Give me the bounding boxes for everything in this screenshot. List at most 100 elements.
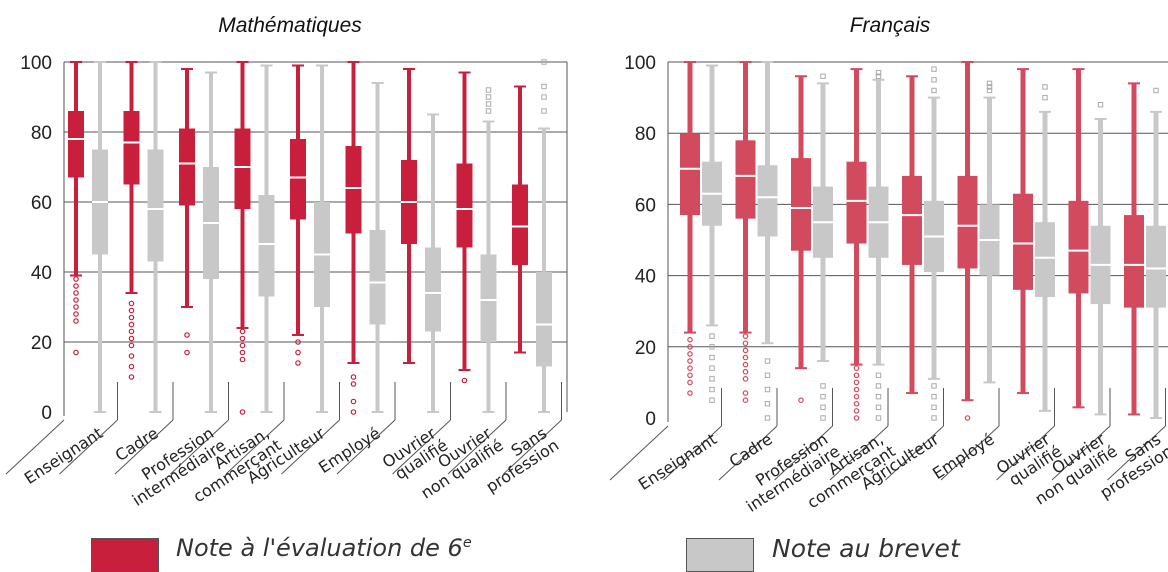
francais-brevet-1-outlier [764,386,771,393]
francais-brevet-6-outlier [1042,94,1048,101]
math-eval6e-5-box [345,146,362,234]
francais-brevet-2-outlier [820,404,826,411]
chart-title-mathematiques: Mathématiques [218,14,362,37]
legend-swatch-brevet [686,538,754,572]
francais-category-label: Enseignant [635,429,720,494]
francais-eval6e-1-outlier [742,397,749,404]
francais-brevet-0-outlier [709,376,715,382]
math-brevet-8-outlier [541,108,547,114]
math-eval6e-4-outlier [295,349,301,356]
francais-brevet-4-outlier [931,415,937,421]
francais-category-separator [1107,425,1166,481]
francais-brevet-4-outlier [931,87,937,94]
math-category-separator [281,419,340,475]
francais-brevet-2-outlier [820,393,826,400]
math-eval6e-3-outlier [239,349,246,356]
francais-brevet-0-outlier [709,386,715,393]
math-eval6e-1-outlier [128,363,135,370]
math-eval6e-1-outlier [128,328,135,335]
francais-brevet-6-box [1035,222,1055,297]
math-brevet-7-outlier [485,87,492,93]
math-eval6e-0-box [68,111,84,178]
math-brevet-8-box [536,272,552,367]
math-eval6e-0-outlier [73,290,79,296]
math-eval6e-2-outlier [184,349,190,356]
legend-label-evaluation-sup: e [462,535,472,551]
francais-eval6e-5-box [957,175,978,269]
francais-eval6e-2-box [791,158,811,251]
francais-eval6e-3-outlier [853,365,860,371]
chart-title-francais: Français [849,14,931,37]
math-eval6e-1-outlier [128,314,135,321]
math-category-separator [114,419,174,475]
francais-brevet-3-outlier [875,393,882,400]
math-eval6e-3-outlier [239,335,246,342]
math-eval6e-0-outlier [73,304,79,310]
math-eval6e-4-outlier [295,339,301,345]
math-brevet-6-box [425,247,441,332]
francais-eval6e-6-box [1013,193,1033,290]
math-category-separator [336,419,396,475]
francais-eval6e-2-outlier [798,397,804,404]
francais-category-separator [1051,425,1111,481]
math-brevet-7-outlier [485,94,492,100]
legend-swatch-evaluation-6e [91,538,159,572]
math-brevet-7-box [480,254,497,342]
math-eval6e-0-outlier [73,276,79,282]
math-y-tick-label: 0 [41,403,52,424]
math-eval6e-1-outlier [128,321,135,328]
francais-eval6e-1-outlier [742,340,749,347]
francais-category-label: Employé [929,429,998,483]
math-eval6e-3-outlier [239,356,246,363]
math-eval6e-0-outlier [73,283,79,289]
math-brevet-7-outlier [485,101,492,107]
math-eval6e-5-outlier [350,374,357,380]
math-y-tick-label: 60 [31,193,52,214]
math-eval6e-1-outlier [128,307,135,314]
legend-label-evaluation-text: Note à l'évaluation de 6 [176,534,463,562]
francais-eval6e-3-outlier [853,372,860,379]
francais-eval6e-3-outlier [853,393,860,400]
francais-eval6e-1-outlier [742,376,749,382]
math-brevet-7-outlier [485,108,492,114]
math-eval6e-3-outlier [239,328,246,335]
francais-y-tick-label: 40 [635,267,656,288]
francais-eval6e-0-outlier [687,343,693,350]
math-eval6e-1-outlier [128,374,135,380]
math-brevet-3-box [258,195,275,297]
math-eval6e-5-outlier [350,398,357,405]
francais-brevet-7-outlier [1097,102,1104,108]
math-brevet-8-outlier [541,94,547,100]
math-eval6e-2-outlier [184,332,190,338]
francais-eval6e-3-outlier [853,408,860,414]
francais-brevet-8-outlier [1153,87,1159,94]
francais-brevet-4-outlier [931,66,937,72]
francais-brevet-0-outlier [709,365,715,371]
math-category-separator-start [5,419,65,475]
francais-eval6e-8-box [1124,215,1144,308]
francais-category-separator [774,425,833,481]
math-category-label: Employé [315,423,384,477]
francais-eval6e-3-outlier [853,379,860,386]
math-eval6e-0-outlier [73,297,79,303]
math-eval6e-3-outlier [239,342,246,349]
math-brevet-5-box [369,230,386,325]
francais-brevet-3-outlier [875,383,882,389]
legend-label-brevet: Note au brevet [772,534,960,563]
francais-category-separator-start [609,425,669,481]
math-eval6e-0-outlier [73,349,79,356]
math-eval6e-5-outlier [350,381,357,387]
math-category-separator [59,419,118,475]
francais-category-separator [940,425,1000,481]
francais-eval6e-0-box [680,133,700,216]
math-category-separator [503,419,562,475]
math-eval6e-8-box [512,184,528,265]
francais-category-separator [663,425,722,481]
math-eval6e-2-box [179,128,195,206]
francais-brevet-0-outlier [709,354,715,361]
francais-eval6e-5-outlier [964,415,971,421]
francais-eval6e-3-outlier [853,400,860,407]
math-y-tick-label: 20 [31,333,52,354]
math-eval6e-1-outlier [128,335,135,342]
math-y-tick-label: 100 [20,53,52,74]
